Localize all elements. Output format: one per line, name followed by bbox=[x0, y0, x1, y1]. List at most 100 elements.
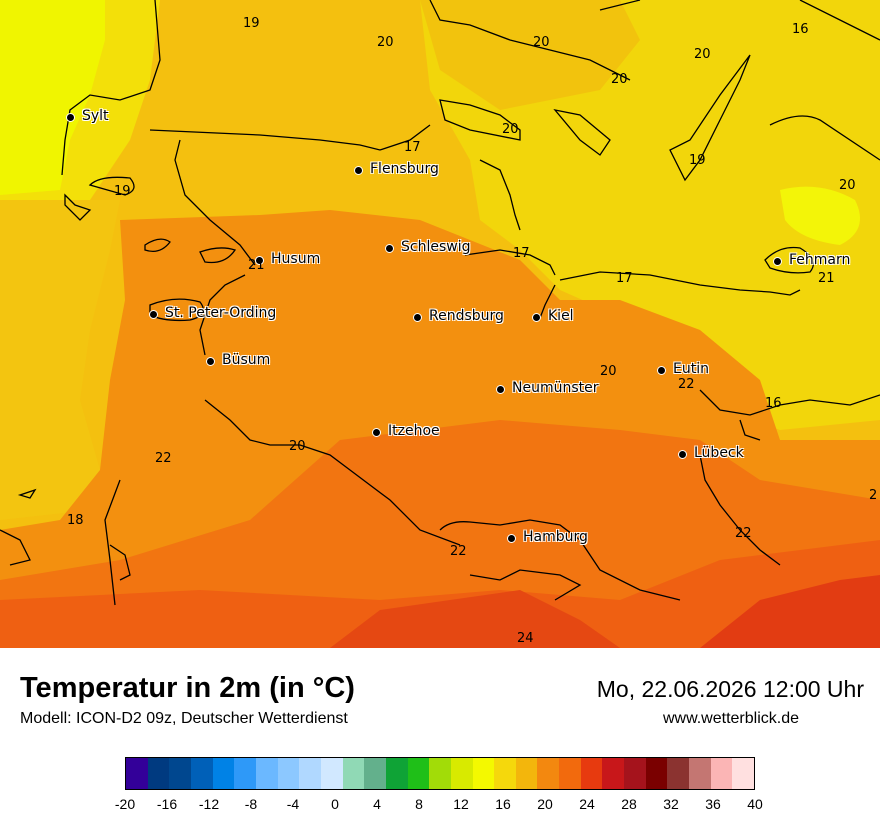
legend-swatch bbox=[407, 758, 430, 789]
legend-ticks: -20 -16 -12 -8 -4 0 4 8 12 16 20 24 28 32 36 40 bbox=[115, 796, 763, 816]
isotherm-label: 17 bbox=[404, 140, 421, 155]
legend-swatch bbox=[212, 758, 235, 789]
city-label: Kiel bbox=[548, 308, 574, 324]
map-svg bbox=[0, 0, 880, 648]
legend-swatch bbox=[667, 758, 690, 789]
legend-swatch bbox=[602, 758, 625, 789]
page-title: Temperatur in 2m (in °C) bbox=[20, 672, 355, 704]
legend-swatch bbox=[126, 758, 148, 789]
isotherm-label: 22 bbox=[450, 544, 467, 559]
city-label: Schleswig bbox=[401, 239, 471, 255]
legend-swatch bbox=[320, 758, 343, 789]
legend-swatch bbox=[429, 758, 451, 789]
legend-tick-label: 8 bbox=[415, 796, 423, 812]
temperature-zone-west-coast bbox=[0, 0, 105, 195]
legend-swatch bbox=[147, 758, 170, 789]
isotherm-label: 21 bbox=[818, 271, 835, 286]
coastlines bbox=[0, 0, 880, 606]
legend-tick-label: 12 bbox=[453, 796, 469, 812]
legend-swatch bbox=[169, 758, 191, 789]
legend-swatch bbox=[364, 758, 386, 789]
isotherm-label: 20 bbox=[377, 35, 394, 50]
legend-tick-label: 28 bbox=[621, 796, 637, 812]
legend-swatch bbox=[277, 758, 300, 789]
isotherm-label: 24 bbox=[517, 631, 534, 646]
isotherm-label: 20 bbox=[533, 35, 550, 50]
temperature-zone-fehmarn bbox=[780, 186, 860, 245]
city-label: Fehmarn bbox=[789, 252, 851, 268]
city-label: Hamburg bbox=[523, 529, 588, 545]
isotherm-label: 21 bbox=[248, 258, 265, 273]
isotherm-label: 20 bbox=[600, 364, 617, 379]
isotherm-label: 17 bbox=[616, 271, 633, 286]
legend-swatch bbox=[515, 758, 538, 789]
legend-swatch bbox=[472, 758, 495, 789]
legend-tick-label: -20 bbox=[114, 796, 136, 812]
isotherm-label: 17 bbox=[513, 246, 530, 261]
isotherm-label: 20 bbox=[839, 178, 856, 193]
legend-swatch bbox=[450, 758, 473, 789]
isotherm-label: 20 bbox=[611, 72, 628, 87]
legend-tick-label: 20 bbox=[537, 796, 553, 812]
model-source: Modell: ICON-D2 09z, Deutscher Wetterdie… bbox=[20, 710, 348, 727]
legend-tick-label: -4 bbox=[286, 796, 300, 812]
isotherm-label: 22 bbox=[735, 526, 752, 541]
temperature-zone-south-hot bbox=[330, 590, 620, 648]
legend-swatch bbox=[494, 758, 516, 789]
legend-tick-label: -12 bbox=[198, 796, 220, 812]
legend-tick-label: 16 bbox=[495, 796, 511, 812]
city-label: Eutin bbox=[673, 361, 709, 377]
city-label: Flensburg bbox=[370, 161, 439, 177]
legend-swatch bbox=[537, 758, 560, 789]
legend-swatch bbox=[255, 758, 278, 789]
legend-tick-label: 0 bbox=[331, 796, 339, 812]
legend-swatch bbox=[580, 758, 603, 789]
isotherm-label: 19 bbox=[689, 153, 706, 168]
isotherm-label: 22 bbox=[155, 451, 172, 466]
isotherm-label: 20 bbox=[502, 122, 519, 137]
temperature-zone-baltic bbox=[420, 0, 880, 430]
legend-swatch bbox=[624, 758, 646, 789]
color-legend bbox=[125, 757, 755, 790]
city-label: St. Peter-Ording bbox=[165, 305, 277, 321]
city-label: Husum bbox=[271, 251, 321, 267]
legend-swatch bbox=[732, 758, 755, 789]
temperature-zone-south bbox=[0, 540, 880, 648]
legend-swatch bbox=[234, 758, 256, 789]
isotherm-label: 2 bbox=[869, 488, 878, 503]
isotherm-label: 19 bbox=[114, 184, 131, 199]
city-label: Itzehoe bbox=[388, 423, 440, 439]
legend-tick-label: 24 bbox=[579, 796, 595, 812]
legend-tick-label: 36 bbox=[705, 796, 721, 812]
temperature-zone-wadden bbox=[0, 200, 120, 520]
legend-swatch bbox=[190, 758, 213, 789]
legend-swatch bbox=[645, 758, 668, 789]
website-link[interactable]: www.wetterblick.de bbox=[662, 710, 799, 727]
isotherm-label: 16 bbox=[765, 396, 782, 411]
legend-swatch bbox=[689, 758, 711, 789]
legend-tick-label: -8 bbox=[244, 796, 258, 812]
isotherm-label: 16 bbox=[792, 22, 809, 37]
legend-swatch bbox=[342, 758, 365, 789]
city-label: Neumünster bbox=[512, 380, 599, 396]
legend-swatch bbox=[299, 758, 321, 789]
city-label: Büsum bbox=[222, 352, 271, 368]
temperature-zone-southeast-hot bbox=[700, 575, 880, 648]
city-label: Lübeck bbox=[694, 445, 744, 461]
isotherm-label: 18 bbox=[67, 513, 84, 528]
legend-tick-label: 32 bbox=[663, 796, 679, 812]
isotherm-label: 20 bbox=[289, 439, 306, 454]
isotherm-label: 20 bbox=[694, 47, 711, 62]
isotherm-label: 22 bbox=[678, 377, 695, 392]
legend-swatch bbox=[710, 758, 733, 789]
legend-tick-label: 4 bbox=[373, 796, 381, 812]
temperature-map: Sylt Flensburg Schleswig Husum St. Peter… bbox=[0, 0, 880, 648]
legend-swatch bbox=[385, 758, 408, 789]
city-label: Sylt bbox=[82, 108, 109, 124]
city-label: Rendsburg bbox=[429, 308, 504, 324]
legend-tick-label: -16 bbox=[156, 796, 178, 812]
legend-tick-label: 40 bbox=[747, 796, 763, 812]
legend-swatch bbox=[559, 758, 581, 789]
isotherm-label: 19 bbox=[243, 16, 260, 31]
forecast-datetime: Mo, 22.06.2026 12:00 Uhr bbox=[596, 676, 864, 702]
